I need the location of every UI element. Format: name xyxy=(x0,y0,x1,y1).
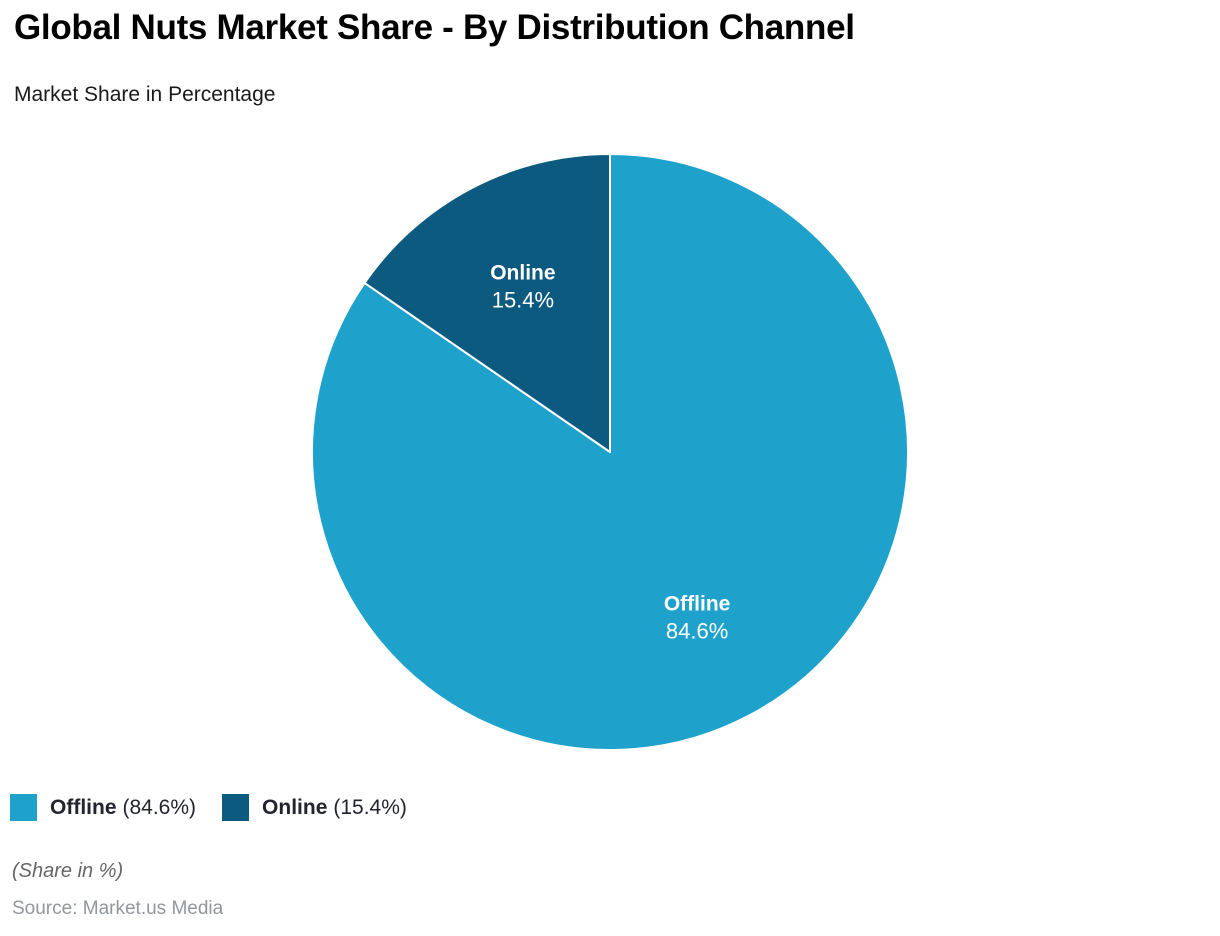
chart-title: Global Nuts Market Share - By Distributi… xyxy=(14,8,855,47)
slice-label-name-online: Online xyxy=(490,261,555,284)
pie-slice-online[interactable] xyxy=(363,153,611,453)
legend-swatch-offline xyxy=(10,794,37,821)
source-note: Source: Market.us Media xyxy=(12,898,224,919)
slice-label-name-offline: Offline xyxy=(664,593,731,616)
pie-chart: Offline 84.6% Online 15.4% xyxy=(311,153,909,751)
legend-item-online[interactable]: Online (15.4%) xyxy=(222,794,407,821)
chart-subtitle: Market Share in Percentage xyxy=(14,83,276,106)
legend-name: Online xyxy=(262,795,328,819)
slice-label-value-online: 15.4% xyxy=(492,287,554,312)
legend: Offline (84.6%) Online (15.4%) xyxy=(10,794,407,821)
legend-item-offline[interactable]: Offline (84.6%) xyxy=(10,794,196,821)
legend-label-online: Online (15.4%) xyxy=(262,796,407,820)
slice-label-value-offline: 84.6% xyxy=(666,619,728,644)
legend-name: Offline xyxy=(50,795,117,819)
legend-value: (84.6%) xyxy=(122,795,197,819)
legend-label-offline: Offline (84.6%) xyxy=(50,796,196,820)
legend-swatch-online xyxy=(222,794,250,821)
share-unit-note: (Share in %) xyxy=(12,860,124,882)
legend-value: (15.4%) xyxy=(333,795,407,819)
